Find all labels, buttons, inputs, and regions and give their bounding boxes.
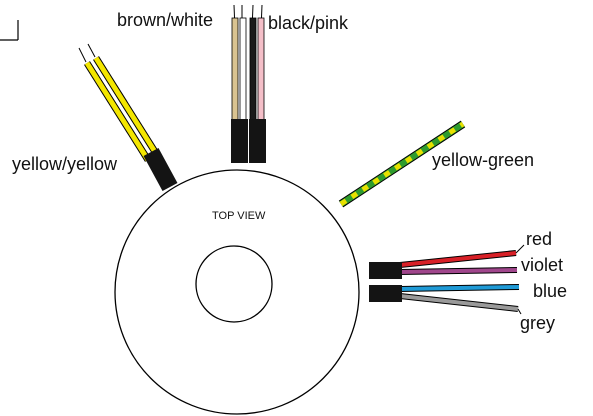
yellow-green-wire-group: [338, 120, 466, 208]
yellow-wire-2: [93, 56, 160, 157]
wire-label-blue: blue: [533, 281, 567, 301]
grey-wire: [399, 294, 519, 311]
wire-label-brown-white: brown/white: [117, 10, 213, 30]
red-leader: [515, 244, 525, 254]
red-violet-wire-group: [369, 244, 525, 279]
wire-label-red: red: [526, 229, 552, 249]
toroid-center-hole: [195, 245, 273, 323]
grey-leader: [517, 308, 522, 315]
wire-label-yellow-yellow: yellow/yellow: [12, 154, 118, 174]
wire-label-black-pink: black/pink: [268, 13, 349, 33]
wire-label-violet: violet: [521, 255, 563, 275]
brown-white-sleeve: [231, 119, 248, 163]
brown-white-wire-left: [231, 17, 239, 121]
edge-marker: [0, 20, 19, 41]
top-wire-group: [231, 4, 266, 163]
brown-white-wire-right: [239, 17, 247, 121]
blue-wire: [399, 285, 520, 291]
red-wire: [399, 251, 517, 267]
blue-grey-wire-group: [369, 284, 522, 315]
blue-grey-sleeve: [369, 285, 402, 302]
violet-wire: [399, 268, 518, 274]
red-violet-sleeve: [369, 262, 402, 279]
black-pink-wire-left: [249, 17, 257, 121]
wire-label-grey: grey: [520, 313, 555, 333]
yellow-green-stripe: [339, 121, 465, 207]
yellow-thin-lead-1: [78, 47, 87, 63]
yellow-wire-1: [84, 61, 151, 162]
wire-label-yellow-green: yellow-green: [432, 150, 534, 170]
yellow-thin-lead-2: [87, 43, 96, 58]
black-pink-sleeve: [249, 119, 266, 163]
yellow-yellow-sleeve: [143, 147, 178, 192]
top-view-label: TOP VIEW: [212, 210, 266, 222]
yellow-yellow-wire-group: [78, 43, 178, 192]
black-pink-wire-right: [257, 17, 265, 121]
